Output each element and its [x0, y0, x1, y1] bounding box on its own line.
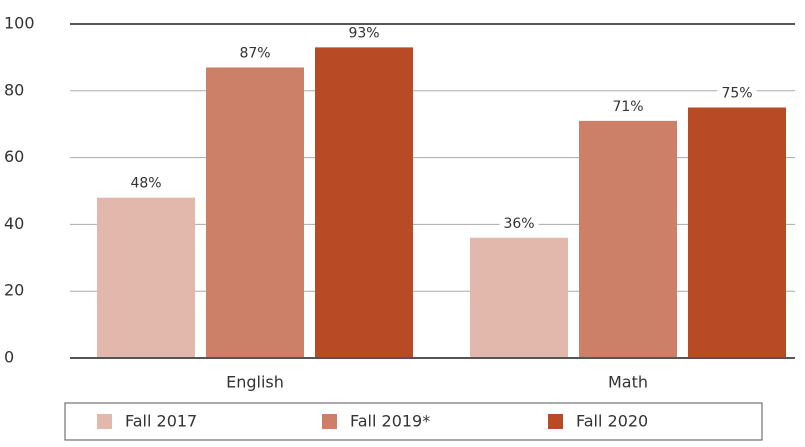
data-label-bg	[126, 175, 166, 192]
bar	[315, 47, 413, 358]
data-label-bg	[717, 85, 757, 102]
legend-swatch	[548, 414, 563, 429]
bar	[470, 237, 568, 358]
y-tick-label: 20	[4, 281, 24, 300]
legend-label: Fall 2020	[576, 412, 648, 431]
bar	[688, 107, 786, 358]
bar	[206, 67, 304, 359]
y-tick-label: 40	[4, 214, 24, 233]
legend-label: Fall 2017	[125, 412, 197, 431]
y-tick-label: 60	[4, 147, 24, 166]
data-label-bg	[344, 25, 384, 42]
x-tick-label: English	[226, 373, 284, 392]
data-label-bg	[499, 215, 539, 232]
y-tick-label: 100	[4, 14, 35, 33]
bar	[97, 197, 195, 358]
data-label-bg	[235, 45, 275, 62]
legend-swatch	[322, 414, 337, 429]
legend-label: Fall 2019*	[350, 412, 430, 431]
data-label: 48%	[130, 176, 161, 192]
data-label: 87%	[239, 45, 270, 61]
y-tick-label: 0	[4, 348, 14, 367]
bar	[579, 120, 677, 358]
y-tick-label: 80	[4, 80, 24, 99]
data-label-bg	[608, 98, 648, 115]
legend-swatch	[97, 414, 112, 429]
data-label: 71%	[612, 99, 643, 115]
data-label: 36%	[503, 216, 534, 232]
data-label: 93%	[348, 25, 379, 41]
legend-box	[64, 402, 763, 441]
x-tick-label: Math	[608, 373, 648, 392]
data-label: 75%	[721, 86, 752, 102]
